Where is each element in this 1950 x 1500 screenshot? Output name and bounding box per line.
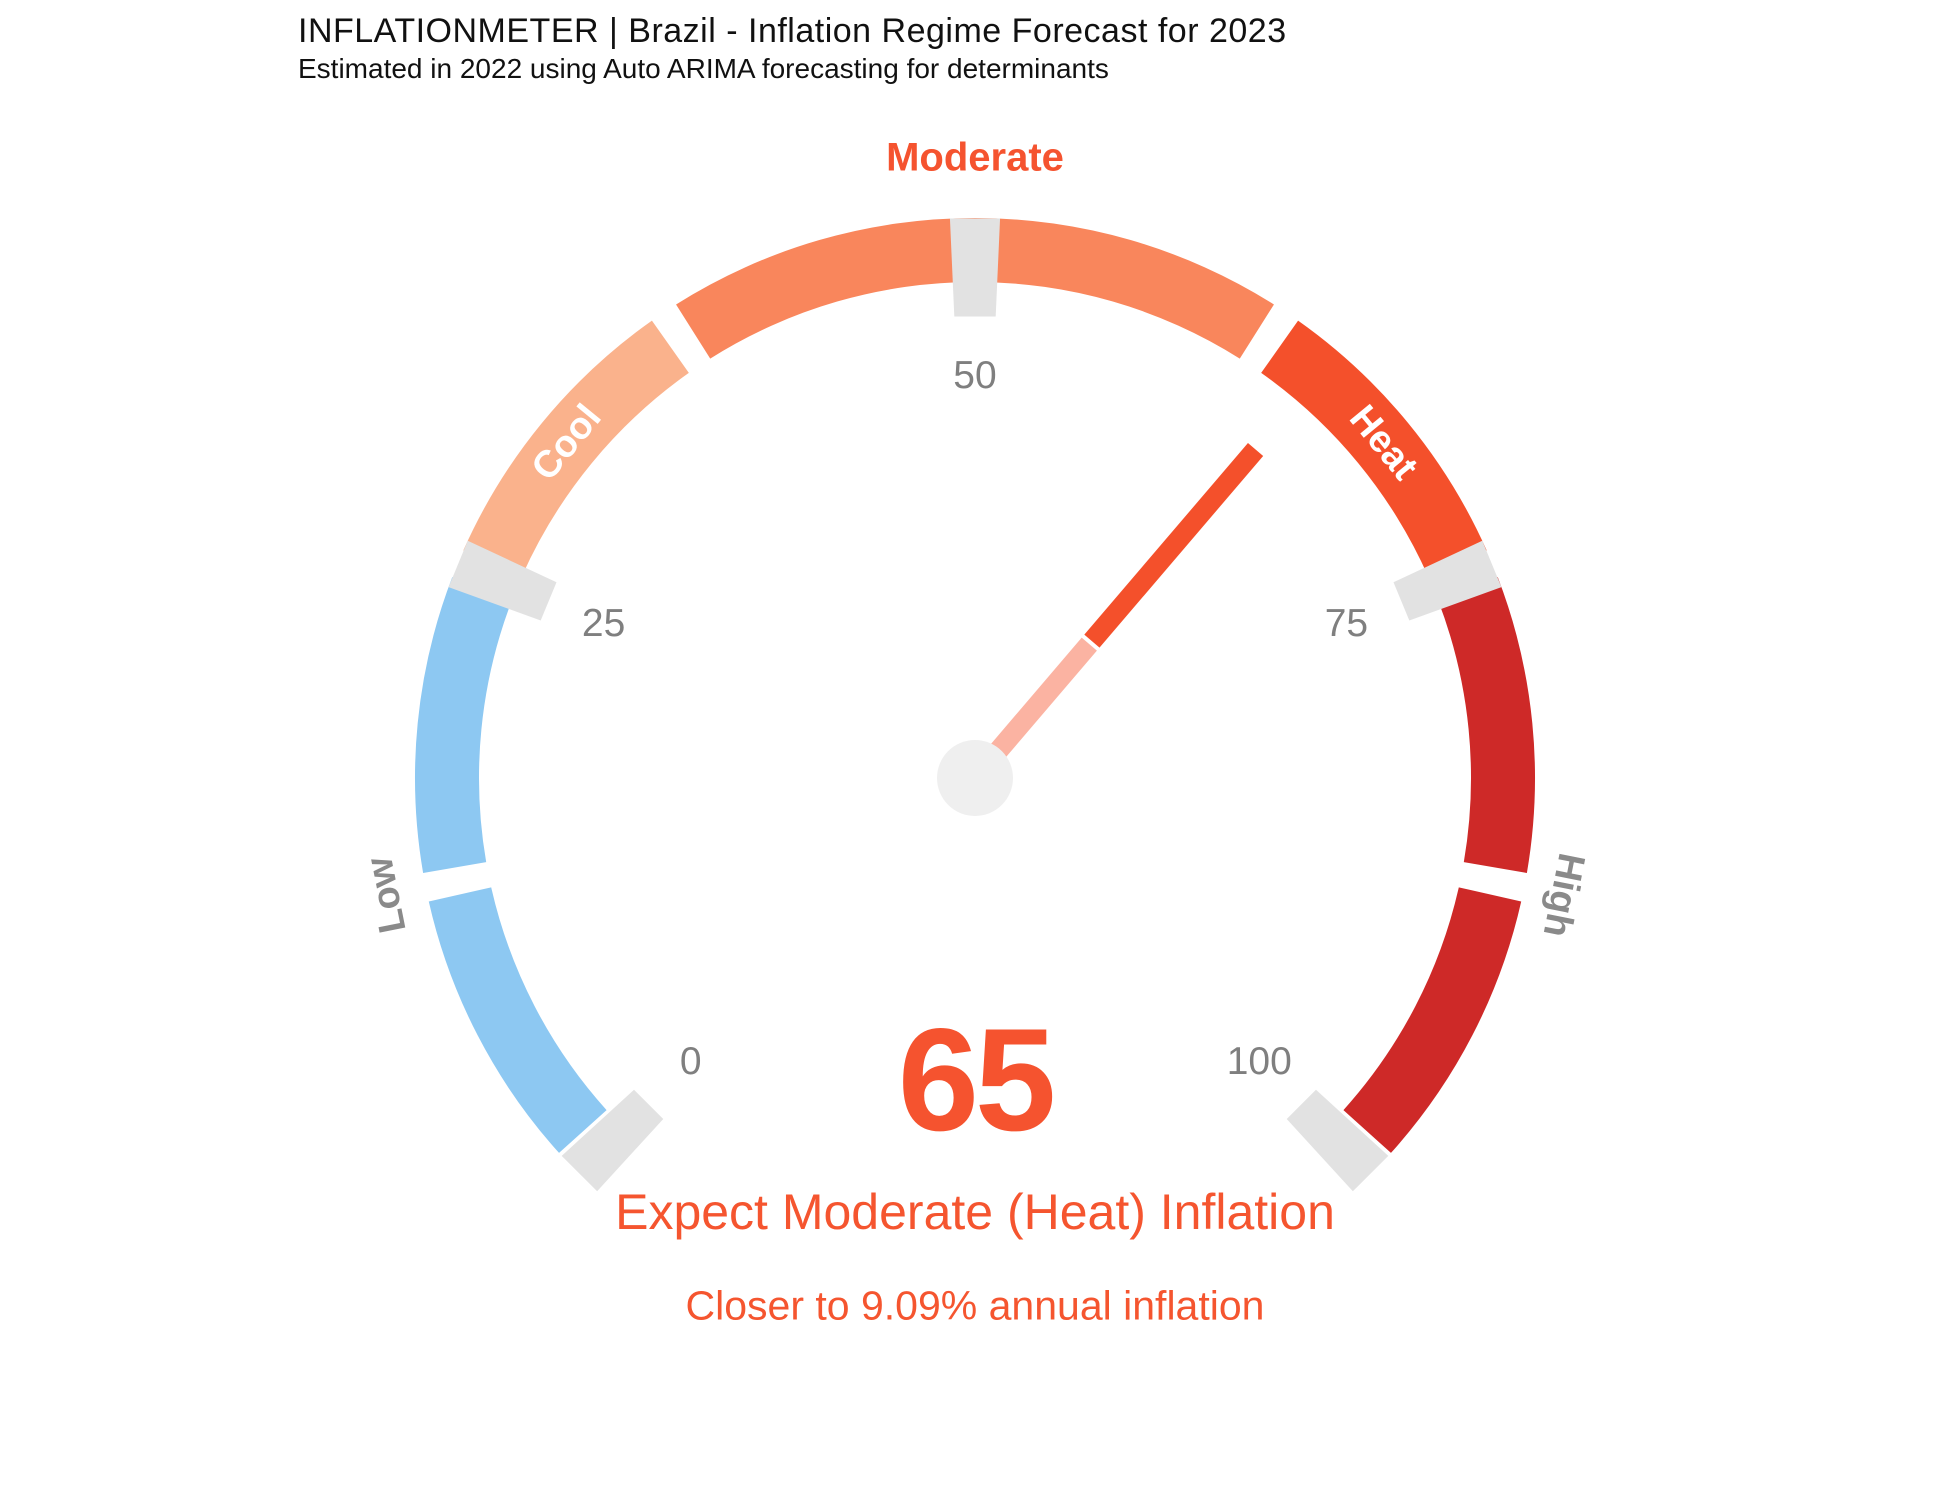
- tick-label-50: 50: [953, 354, 997, 397]
- inflation-rate-annotation: Closer to 9.09% annual inflation: [685, 1282, 1265, 1329]
- chart-title: INFLATIONMETER | Brazil - Inflation Regi…: [298, 12, 1287, 50]
- gauge-tick-block-100: [1286, 1089, 1389, 1192]
- gauge-tick-block-25: [448, 540, 557, 621]
- gauge-band-segment-high: [1438, 577, 1536, 873]
- gauge-value: 65: [897, 998, 1056, 1161]
- tick-label-75: 75: [1324, 602, 1369, 646]
- gauge-band-segment-low: [414, 577, 512, 873]
- region-label-moderate: Moderate: [886, 135, 1064, 180]
- gauge-band-segment-moderate: [676, 217, 1274, 359]
- tick-label-0: 0: [679, 1040, 702, 1084]
- gauge-band-segment-high: [1343, 887, 1522, 1153]
- gauge-band-segment-cool: [463, 320, 689, 577]
- gauge-tick-block-75: [1393, 540, 1502, 621]
- needle-base: [986, 637, 1097, 762]
- tick-label-100: 100: [1226, 1040, 1292, 1084]
- needle-tip: [1084, 443, 1264, 648]
- gauge-band-segment-low: [428, 887, 607, 1153]
- regime-annotation: Expect Moderate (Heat) Inflation: [615, 1184, 1335, 1240]
- needle-hub: [937, 740, 1013, 816]
- chart-subtitle: Estimated in 2022 using Auto ARIMA forec…: [298, 53, 1109, 84]
- gauge-tick-block-0: [561, 1089, 664, 1192]
- gauge-band-segment-heat: [1261, 320, 1487, 577]
- gauge-tick-block-50: [949, 218, 1001, 317]
- tick-label-25: 25: [581, 602, 626, 646]
